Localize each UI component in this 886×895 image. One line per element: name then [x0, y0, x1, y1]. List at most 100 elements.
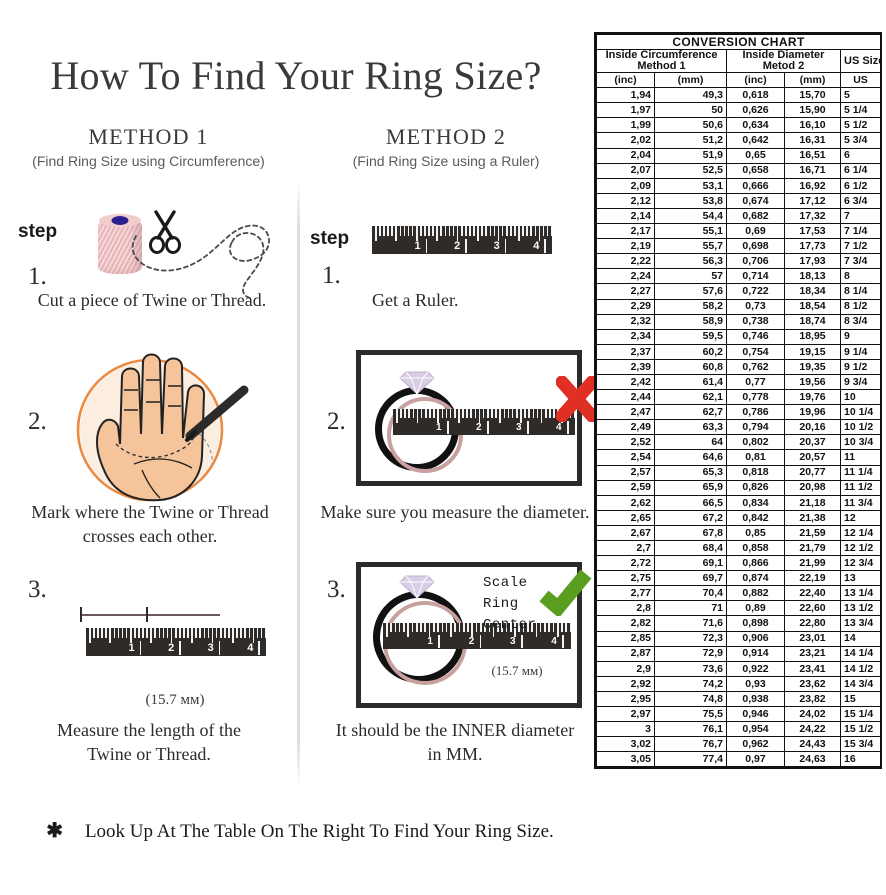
- table-cell: 21,18: [784, 494, 841, 511]
- table-cell: 14 3/4: [839, 675, 882, 692]
- table-cell: 70,4: [654, 585, 727, 602]
- table-cell: 11 3/4: [839, 494, 882, 511]
- table-cell: 16,71: [784, 162, 841, 179]
- table-cell: 2,42: [596, 373, 655, 391]
- table-cell: 0,778: [726, 389, 785, 406]
- table-cell: 2,37: [596, 343, 655, 360]
- table-cell: 16,10: [784, 117, 841, 134]
- table-row: 2,77 70,4 0,882 22,40 13 1/4: [596, 585, 882, 602]
- table-row: 2,22 56,3 0,706 17,93 7 3/4: [596, 253, 882, 270]
- method-1-measure-label: (15.7 ᴍᴍ): [145, 692, 205, 708]
- table-row: 2,07 52,5 0,658 16,71 6 1/4: [596, 162, 882, 179]
- ruler-major-tick: [479, 634, 482, 648]
- table-cell: 2,39: [596, 358, 655, 375]
- table-row: 1,94 49,3 0,618 15,70 5: [596, 87, 882, 104]
- table-cell: 0,746: [726, 328, 785, 345]
- table-cell: 0,906: [726, 630, 785, 647]
- table-cell: 5: [839, 87, 882, 104]
- table-cell: 6 1/4: [839, 162, 882, 179]
- table-cell: 69,7: [654, 570, 727, 587]
- table-cell: 2,44: [596, 389, 655, 406]
- table-cell: 0,626: [726, 102, 785, 119]
- table-cell: 23,21: [784, 645, 841, 662]
- table-row: 2,95 74,8 0,938 23,82 15: [596, 690, 882, 708]
- table-cell: 62,1: [654, 389, 727, 406]
- table-cell: 0,858: [726, 539, 785, 557]
- table-cell: 73,6: [654, 660, 727, 677]
- table-cell: 2,57: [596, 464, 655, 481]
- table-cell: 24,43: [784, 736, 841, 753]
- table-cell: 69,1: [654, 555, 727, 572]
- table-row: 1,97 50 0,626 15,90 5 1/4: [596, 102, 882, 119]
- table-cell: 2,09: [596, 177, 655, 194]
- table-cell: 22,80: [784, 615, 841, 632]
- group-header-us-sizes: US Sizes: [839, 49, 882, 74]
- table-row: 2,72 69,1 0,866 21,99 12 3/4: [596, 555, 882, 572]
- page-title: How To Find Your Ring Size?: [50, 53, 542, 98]
- ruler-ticks: [86, 628, 266, 643]
- dashed-thread-illustration: [131, 224, 270, 299]
- table-row: 2,12 53,8 0,674 17,12 6 3/4: [596, 192, 882, 209]
- table-cell: 1,94: [596, 87, 655, 104]
- table-row: 2,82 71,6 0,898 22,80 13 3/4: [596, 615, 882, 632]
- table-cell: 5 1/4: [839, 102, 882, 119]
- table-cell: 19,15: [784, 343, 841, 360]
- table-cell: 71,6: [654, 615, 727, 632]
- table-cell: 0,802: [726, 434, 785, 451]
- hand-marking-illustration: [68, 352, 266, 517]
- table-cell: 22,40: [784, 585, 841, 602]
- table-row: 2,54 64,6 0,81 20,57 11: [596, 449, 882, 466]
- table-cell: 16,92: [784, 177, 841, 194]
- table-row: 2,87 72,9 0,914 23,21 14 1/4: [596, 645, 882, 662]
- table-cell: 22,19: [784, 570, 841, 587]
- ruler-number-label: 4: [556, 421, 562, 433]
- method-2-subheading: (Find Ring Size using a Ruler): [352, 153, 540, 169]
- table-cell: 14: [839, 630, 882, 647]
- method-1-step-2-number: 2.: [28, 408, 47, 435]
- table-cell: 54,4: [654, 207, 727, 225]
- method-2-heading: METHOD 2: [385, 124, 507, 149]
- table-cell: 10 1/4: [839, 404, 882, 421]
- table-cell: 0,946: [726, 706, 785, 723]
- measured-thread-line: [80, 614, 220, 616]
- table-cell: 18,34: [784, 283, 841, 300]
- table-cell: 2,82: [596, 615, 655, 632]
- table-cell: 2,22: [596, 253, 655, 270]
- table-cell: 1,97: [596, 102, 655, 119]
- table-cell: 2,87: [596, 645, 655, 662]
- method-2-step-2-caption: Make sure you measure the diameter.: [320, 502, 590, 522]
- table-cell: 12: [839, 509, 882, 526]
- ruler-method2-step2: 1 2 3 4: [393, 409, 575, 435]
- method-1-step-word: step: [18, 221, 58, 242]
- table-cell: 59,5: [654, 328, 727, 345]
- table-cell: 0,682: [726, 207, 785, 225]
- table-cell: 0,81: [726, 449, 785, 466]
- table-cell: 72,3: [654, 630, 727, 647]
- table-row: 2,34 59,5 0,746 18,95 9: [596, 328, 882, 345]
- method-2-measure-label: (15.7 ᴍᴍ): [491, 663, 543, 678]
- table-cell: 2,34: [596, 328, 655, 345]
- table-row: 2,14 54,4 0,682 17,32 7: [596, 207, 882, 225]
- table-cell: 2,65: [596, 509, 655, 526]
- table-cell: 2,19: [596, 238, 655, 255]
- table-cell: 64,6: [654, 449, 727, 466]
- table-cell: 1,99: [596, 117, 655, 134]
- conversion-chart: CONVERSION CHART Inside Circumference Me…: [594, 32, 882, 770]
- table-cell: 19,35: [784, 358, 841, 375]
- instructions-panel: How To Find Your Ring Size? METHOD 1 (Fi…: [0, 0, 592, 895]
- ruler-major-tick: [425, 238, 428, 253]
- table-cell: 17,32: [784, 207, 841, 225]
- table-cell: 20,77: [784, 464, 841, 481]
- table-cell: 15 3/4: [839, 736, 882, 753]
- table-cell: 65,9: [654, 479, 727, 496]
- group-header-diameter: Inside Diameter Metod 2: [726, 49, 841, 74]
- table-cell: 8: [839, 268, 882, 285]
- table-cell: 0,706: [726, 253, 785, 270]
- table-cell: 13 1/2: [839, 600, 882, 617]
- ruler-number-label: 3: [493, 239, 500, 252]
- table-cell: 9: [839, 328, 882, 345]
- method-2-step-2-number: 2.: [327, 408, 346, 435]
- method-2-step-word: step: [310, 228, 350, 249]
- ruler-ticks: [383, 623, 571, 637]
- table-cell: 74,8: [654, 690, 727, 708]
